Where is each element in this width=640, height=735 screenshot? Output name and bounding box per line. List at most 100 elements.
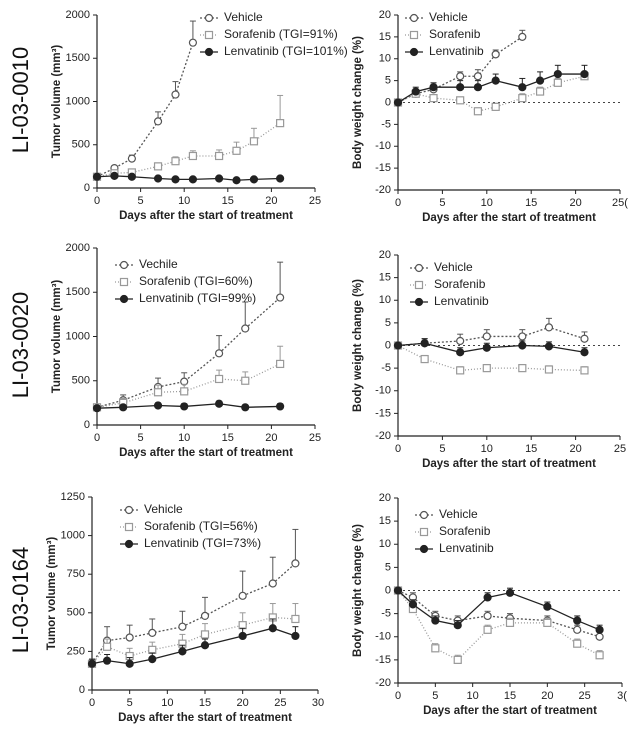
marker bbox=[102, 656, 112, 665]
legend-marker bbox=[204, 13, 214, 23]
marker bbox=[544, 342, 554, 351]
y-axis-title: Body weight change (%) bbox=[352, 36, 364, 169]
legend-marker bbox=[119, 260, 129, 270]
y-tick-label: 15 bbox=[379, 515, 391, 527]
marker bbox=[171, 175, 180, 184]
legend-marker bbox=[409, 30, 419, 40]
marker bbox=[429, 83, 438, 92]
y-tick-label: 1000 bbox=[66, 95, 90, 107]
marker bbox=[453, 655, 462, 664]
marker bbox=[249, 175, 259, 184]
marker bbox=[580, 69, 589, 79]
x-axis-title: Days after the start of treatment bbox=[118, 712, 292, 724]
marker bbox=[241, 324, 250, 333]
x-tick-label: 3( bbox=[617, 690, 627, 702]
marker bbox=[518, 32, 527, 41]
x-tick-label: 20 bbox=[569, 197, 581, 209]
row-label: LI-03-0010 bbox=[8, 47, 33, 153]
x-tick-label: 20 bbox=[265, 195, 277, 207]
x-tick-label: 10 bbox=[178, 432, 190, 444]
x-tick-label: 10 bbox=[481, 443, 493, 455]
y-tick-label: 500 bbox=[72, 375, 90, 387]
x-axis-title: Days after the start of treatment bbox=[119, 210, 293, 222]
error-bar bbox=[277, 261, 284, 298]
legend-marker bbox=[409, 13, 419, 23]
x-tick-label: 15 bbox=[525, 443, 537, 455]
y-tick-label: 0 bbox=[385, 339, 391, 351]
marker bbox=[238, 631, 247, 641]
legend-label: Vehicle bbox=[439, 507, 478, 521]
y-tick-label: 15 bbox=[379, 272, 391, 284]
marker bbox=[188, 151, 198, 161]
x-tick-label: 10 bbox=[161, 697, 173, 709]
x-tick-label: 20 bbox=[265, 432, 277, 444]
y-tick-label: -20 bbox=[375, 677, 391, 689]
y-tick-label: 750 bbox=[67, 568, 85, 580]
legend-marker bbox=[414, 297, 424, 307]
series-line bbox=[96, 297, 281, 408]
legend-marker bbox=[419, 527, 429, 537]
x-tick-label: 15 bbox=[199, 697, 211, 709]
marker bbox=[573, 625, 582, 634]
legend-marker bbox=[124, 539, 134, 549]
marker bbox=[291, 559, 300, 568]
marker bbox=[214, 151, 224, 161]
marker bbox=[214, 374, 224, 384]
marker bbox=[268, 624, 277, 633]
legend-label: Lenvatinib (TGI=101%) bbox=[224, 44, 348, 58]
legend-marker bbox=[124, 522, 134, 532]
marker bbox=[238, 621, 247, 630]
marker bbox=[518, 332, 527, 341]
error-bar bbox=[242, 301, 249, 329]
marker bbox=[580, 334, 589, 343]
marker bbox=[483, 625, 492, 634]
marker bbox=[125, 659, 134, 668]
x-tick-label: 0 bbox=[89, 697, 95, 709]
legend-label: Vehicle bbox=[224, 10, 263, 24]
y-tick-label: -15 bbox=[375, 654, 391, 666]
marker bbox=[127, 172, 136, 181]
marker bbox=[241, 376, 250, 385]
y-tick-label: 1000 bbox=[61, 530, 85, 542]
x-tick-label: 0 bbox=[395, 197, 401, 209]
legend-marker bbox=[419, 510, 429, 520]
x-tick-label: 30 bbox=[312, 697, 324, 709]
marker bbox=[92, 172, 102, 181]
marker bbox=[573, 639, 582, 648]
x-tick-label: 5 bbox=[127, 697, 133, 709]
marker bbox=[110, 171, 119, 180]
x-tick-label: 15 bbox=[222, 432, 234, 444]
y-tick-label: -5 bbox=[381, 362, 391, 374]
y-tick-label: 0 bbox=[385, 96, 391, 108]
x-tick-label: 0 bbox=[395, 690, 401, 702]
marker bbox=[393, 98, 403, 107]
y-tick-label: -10 bbox=[375, 140, 391, 152]
x-tick-label: 5 bbox=[439, 443, 445, 455]
marker bbox=[543, 618, 552, 627]
x-axis-title: Days after the start of treatment bbox=[423, 705, 597, 717]
x-tick-label: 20 bbox=[541, 690, 553, 702]
x-tick-label: 25( bbox=[612, 197, 628, 209]
y-tick-label: 10 bbox=[379, 294, 391, 306]
marker bbox=[178, 647, 187, 656]
legend-label: Lenvatinib (TGI=99%) bbox=[139, 291, 256, 305]
legend-label: Vehicle bbox=[144, 502, 183, 516]
marker bbox=[456, 96, 465, 105]
marker bbox=[200, 630, 210, 639]
legend-marker bbox=[409, 47, 419, 57]
marker bbox=[580, 366, 589, 375]
series-line bbox=[91, 616, 296, 665]
marker bbox=[544, 323, 554, 332]
x-tick-label: 25 bbox=[309, 195, 321, 207]
x-tick-label: 15 bbox=[525, 197, 537, 209]
x-tick-label: 0 bbox=[395, 443, 401, 455]
x-tick-label: 25 bbox=[309, 432, 321, 444]
legend-label: Sorafenib (TGI=91%) bbox=[224, 27, 338, 41]
marker bbox=[119, 403, 128, 412]
marker bbox=[482, 364, 491, 373]
series-line bbox=[96, 42, 194, 178]
legend-label: Lenvatinib (TGI=73%) bbox=[144, 536, 261, 550]
marker bbox=[473, 107, 483, 116]
marker bbox=[544, 365, 554, 374]
